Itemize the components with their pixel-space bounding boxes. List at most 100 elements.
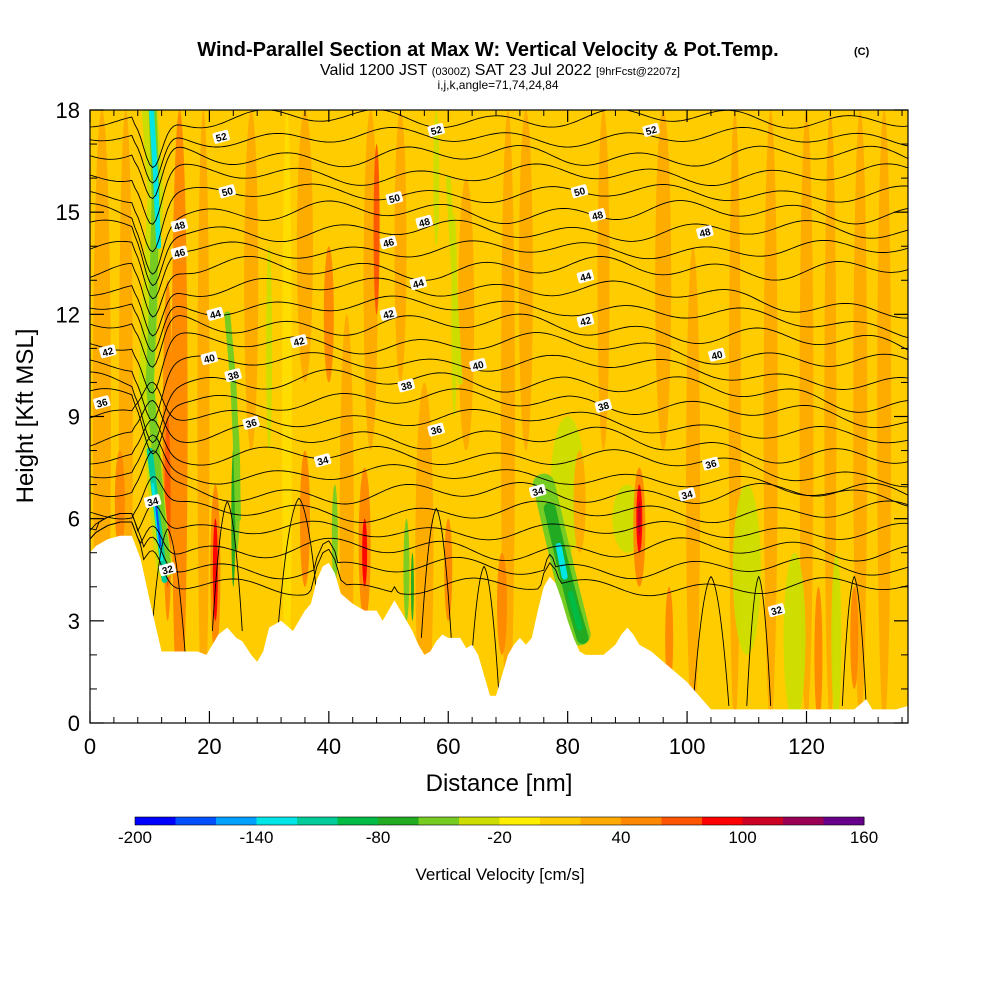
field-band [831,552,842,723]
field-band [266,246,273,451]
svg-text:38: 38 [400,380,414,394]
contour-label: 38 [224,368,242,384]
theta-contour-loop [211,500,243,632]
contour-label: 48 [696,225,714,241]
minor-ticks [90,110,908,723]
field-band [299,450,310,587]
field-band [362,518,368,587]
y-tick-label: 9 [68,405,80,430]
svg-text:42: 42 [579,315,593,329]
contour-label: 40 [469,358,487,373]
field-band [171,110,188,723]
field-band [850,586,859,689]
svg-text:52: 52 [430,125,444,139]
contour-label: 34 [678,487,696,503]
x-tick-label: 20 [197,734,221,759]
x-tick-label: 40 [317,734,341,759]
contour-label: 36 [242,415,260,431]
theta-contour-loop [746,575,772,706]
theta-contour-line [90,255,908,318]
contour-label: 42 [379,306,398,322]
field-band [373,144,380,315]
svg-text:32: 32 [770,605,784,619]
field-band [799,110,814,723]
y-tick-label: 12 [56,302,80,327]
theta-contour-line [90,513,908,580]
colorbar-swatch [783,817,824,825]
theta-contour-line [90,521,908,597]
contour-label: 38 [397,378,416,394]
y-tick-label: 3 [68,609,80,634]
contour-label: 50 [570,184,589,200]
contour-label: 36 [702,456,720,472]
svg-text:48: 48 [698,227,712,241]
field-band [296,110,313,383]
colorbar-swatch [135,817,176,825]
field-band [686,246,701,723]
x-tick-label: 0 [84,734,96,759]
contour-label: 32 [767,603,786,619]
theta-contour-line [90,418,908,488]
colorbar-swatch [256,817,298,825]
theta-contour-line [90,200,908,275]
colorbar-tick-label: 100 [728,828,756,847]
svg-text:40: 40 [710,349,724,363]
svg-text:50: 50 [573,186,587,200]
colorbar-tick-label: -20 [487,828,512,847]
svg-text:52: 52 [215,131,229,145]
colorbar-swatch [337,817,379,825]
contour-label: 34 [528,484,547,499]
contour-label: 44 [206,306,224,322]
theta-contour-line [90,127,908,184]
svg-text:46: 46 [382,237,396,251]
colorbar-swatch [418,817,460,825]
y-tick-label: 0 [68,711,80,736]
downdraft-channel [567,590,583,631]
colorbar-tick-label: -140 [239,828,273,847]
colorbar-swatch [742,817,784,825]
colorbar-swatch [297,817,338,825]
svg-text:36: 36 [245,417,259,431]
field-band [732,484,761,655]
contour-label: 44 [409,276,427,292]
colorbar [134,816,865,826]
theta-contour-line [90,503,908,541]
field-band [665,586,674,689]
svg-text:52: 52 [645,125,659,139]
field-band [282,110,293,723]
svg-text:38: 38 [227,370,241,384]
contour-label: 48 [588,208,607,223]
svg-text:38: 38 [597,400,611,414]
downdraft-channel [154,500,162,547]
svg-text:44: 44 [579,271,593,285]
theta-contour-line [90,332,908,394]
contour-label: 42 [290,334,308,349]
colorbar-frame [134,816,865,826]
theta-contour-line [90,145,908,200]
theta-contour-line [90,434,908,507]
contour-label: 32 [158,562,177,577]
theta-contour-line [90,381,908,444]
theta-contour-line [90,110,908,169]
colorbar-tick-label: -80 [366,828,391,847]
contour-label: 36 [427,422,445,438]
contour-label: 46 [170,245,189,261]
downdraft-channel [224,311,242,522]
field-band [655,110,672,451]
colorbar-swatch [216,817,257,825]
svg-text:50: 50 [388,193,402,207]
svg-text:44: 44 [412,278,426,292]
subtitle-utc: (0300Z) [432,66,471,78]
field-band [518,110,533,451]
contour-label: 50 [218,184,236,200]
x-tick-label: 80 [555,734,579,759]
svg-text:36: 36 [430,424,444,438]
downdraft-channel [555,542,568,580]
theta-contour-loop [420,507,452,638]
theta-contour-line [90,352,908,421]
colorbar-swatch [823,817,865,825]
contour-label: 42 [99,344,117,360]
field-band [763,110,778,723]
svg-text:50: 50 [221,186,235,200]
